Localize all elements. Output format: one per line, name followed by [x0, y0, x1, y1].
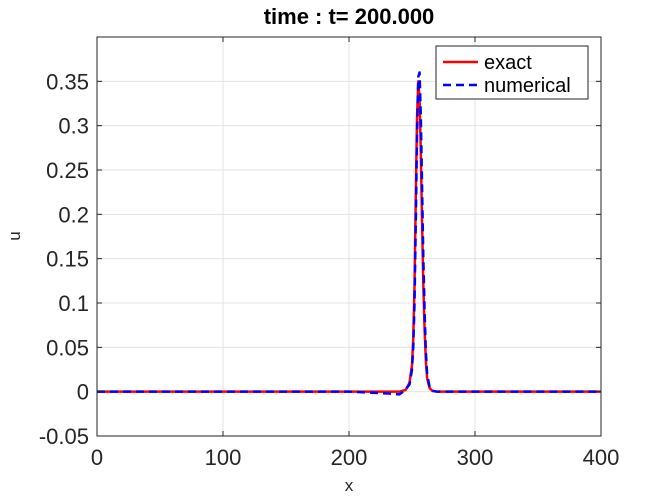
- y-tick-label: -0.05: [39, 424, 89, 449]
- legend-box: [435, 45, 589, 100]
- y-tick-label: 0.3: [58, 114, 89, 139]
- y-tick-label: 0.1: [58, 291, 89, 316]
- legend-label-numerical: numerical: [484, 75, 571, 97]
- axis-ticks: 0 100 200 300 400-0.0500.050.10.150.20.250.3…: [39, 37, 620, 470]
- chart-title: time : t= 200.000: [264, 4, 435, 29]
- x-tick-label: 100: [205, 445, 242, 470]
- legend: exact numerical: [435, 45, 589, 100]
- y-axis-label: u: [5, 231, 24, 240]
- y-tick-label: 0.25: [46, 158, 89, 183]
- y-tick-label: 0.2: [58, 202, 89, 227]
- y-tick-label: 0.15: [46, 247, 89, 272]
- y-tick-label: 0.05: [46, 335, 89, 360]
- x-tick-label: 400: [583, 445, 620, 470]
- series-line-numerical: [97, 71, 601, 396]
- legend-label-exact: exact: [484, 52, 532, 74]
- x-axis-label: x: [345, 476, 354, 495]
- x-tick-label: 0: [91, 445, 103, 470]
- plot-area: [97, 71, 601, 396]
- x-tick-label: 200: [331, 445, 368, 470]
- x-tick-label: 300: [457, 445, 494, 470]
- y-tick-label: 0: [77, 380, 89, 405]
- y-tick-label: 0.35: [46, 69, 89, 94]
